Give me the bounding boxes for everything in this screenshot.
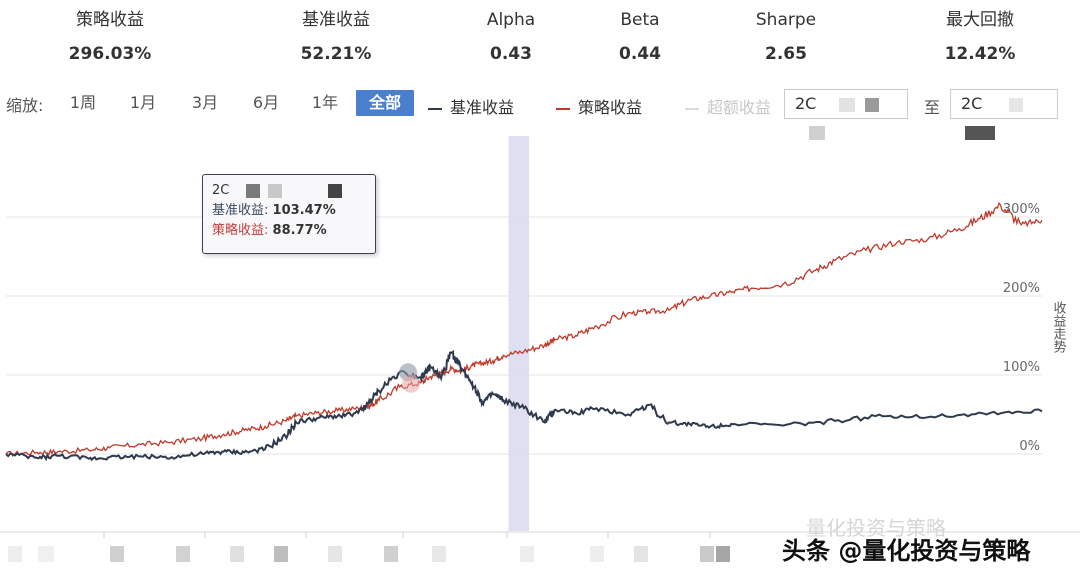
chart-area[interactable]: 0% 100% 200% 300% 收益走势 [0, 136, 1080, 575]
zoom-3m-button[interactable]: 3月 [191, 93, 219, 112]
redacted-x-tick [384, 546, 398, 562]
from-date-input[interactable]: 2C [784, 89, 908, 140]
stat-benchmark-return: 基准收益 52.21% [256, 8, 416, 66]
redacted-block [267, 183, 282, 198]
redacted-x-tick [110, 546, 124, 562]
stat-label: 基准收益 [302, 10, 370, 30]
series-lines [5, 201, 1043, 462]
y-axis-ticks: 0% 100% 200% 300% [1003, 202, 1040, 454]
redacted-x-tick [328, 546, 342, 562]
redacted-x-tick [38, 546, 54, 562]
legend-swatch [685, 107, 699, 110]
to-date-value: 2C [961, 94, 983, 113]
tooltip-date-value: 2C [212, 183, 230, 198]
stat-sharpe: Sharpe 2.65 [706, 8, 866, 66]
tooltip-strategy-row: 策略收益: 88.77% [212, 221, 366, 241]
redacted-x-tick [700, 546, 714, 562]
chart-tooltip: 2C 基准收益: 103.47% 策略收益: 88.77% [202, 174, 376, 254]
redacted-block [245, 183, 260, 198]
legend-benchmark[interactable]: 基准收益 [428, 94, 514, 118]
redacted-block [864, 97, 879, 112]
y-tick-label: 200% [1003, 281, 1040, 296]
redacted-x-tick [716, 546, 730, 562]
redacted-block [839, 97, 856, 112]
y-tick-label: 300% [1003, 202, 1040, 217]
tooltip-strategy-label: 策略收益: [212, 223, 269, 238]
legend-swatch [428, 107, 442, 110]
stats-bar: 策略收益 296.03% 基准收益 52.21% Alpha 0.43 Beta… [0, 0, 1080, 72]
series-line-strategy [5, 201, 1043, 457]
tooltip-strategy-value: 88.77% [272, 223, 327, 238]
redacted-x-tick [274, 546, 288, 562]
legend-strategy[interactable]: 策略收益 [556, 94, 642, 118]
redacted-block [327, 183, 342, 198]
redacted-block [965, 125, 995, 140]
return-chart[interactable]: 0% 100% 200% 300% 收益走势 [0, 136, 1080, 575]
stat-strategy-return: 策略收益 296.03% [30, 8, 190, 66]
redacted-block [1009, 97, 1024, 112]
redacted-x-tick [230, 546, 244, 562]
tooltip-benchmark-row: 基准收益: 103.47% [212, 201, 366, 221]
legend-label: 基准收益 [450, 98, 515, 117]
stat-value: 296.03% [68, 44, 152, 64]
stat-value: 2.65 [765, 44, 807, 64]
redacted-x-tick [634, 546, 648, 562]
stat-label: 最大回撤 [946, 10, 1014, 30]
legend-excess[interactable]: 超额收益 [685, 94, 771, 118]
watermark: 量化投资与策略 [806, 516, 946, 540]
legend-swatch [556, 107, 570, 110]
stat-label: 策略收益 [76, 10, 144, 30]
tooltip-benchmark-label: 基准收益: [212, 203, 269, 218]
redacted-x-tick [590, 546, 604, 562]
redacted-x-tick [432, 546, 446, 562]
series-line-benchmark [5, 349, 1043, 462]
redacted-x-tick [176, 546, 190, 562]
redacted-x-tick [520, 546, 534, 562]
zoom-1w-button[interactable]: 1周 [69, 93, 97, 112]
legend-label: 策略收益 [578, 98, 643, 117]
highlight-band [508, 136, 530, 531]
stat-value: 0.43 [490, 44, 532, 64]
zoom-label: 缩放: [6, 96, 44, 115]
stat-value: 12.42% [944, 44, 1016, 64]
y-tick-label: 100% [1003, 360, 1040, 375]
stat-alpha: Alpha 0.43 [431, 8, 591, 66]
stat-max-drawdown: 最大回撤 12.42% [900, 8, 1060, 66]
stat-value: 52.21% [300, 44, 372, 64]
zoom-all-button[interactable]: 全部 [356, 90, 414, 116]
tooltip-benchmark-value: 103.47% [272, 203, 336, 218]
to-label: 至 [924, 98, 941, 117]
stat-beta: Beta 0.44 [560, 8, 720, 66]
stat-label: Sharpe [755, 10, 817, 30]
y-tick-label: 0% [1019, 439, 1040, 454]
redacted-block [809, 125, 825, 140]
from-date-value: 2C [795, 94, 817, 113]
y-axis-label: 收益走势 [1051, 301, 1067, 354]
credit-text: 头条 @量化投资与策略 [782, 537, 1031, 565]
hover-marker-strategy [402, 374, 421, 393]
to-date-input[interactable]: 2C [950, 89, 1058, 140]
legend-label: 超额收益 [707, 98, 772, 117]
redacted-x-tick [8, 546, 22, 562]
stat-label: Beta [620, 10, 660, 30]
stat-value: 0.44 [619, 44, 661, 64]
x-axis [0, 531, 1080, 562]
toolbar: 缩放: 1周 1月 3月 6月 1年 全部 基准收益 策略收益 超额收益 2C … [0, 84, 1080, 140]
zoom-1y-button[interactable]: 1年 [311, 93, 339, 112]
zoom-6m-button[interactable]: 6月 [252, 93, 280, 112]
zoom-1m-button[interactable]: 1月 [129, 93, 157, 112]
tooltip-date: 2C [212, 181, 366, 201]
stat-label: Alpha [486, 10, 536, 30]
